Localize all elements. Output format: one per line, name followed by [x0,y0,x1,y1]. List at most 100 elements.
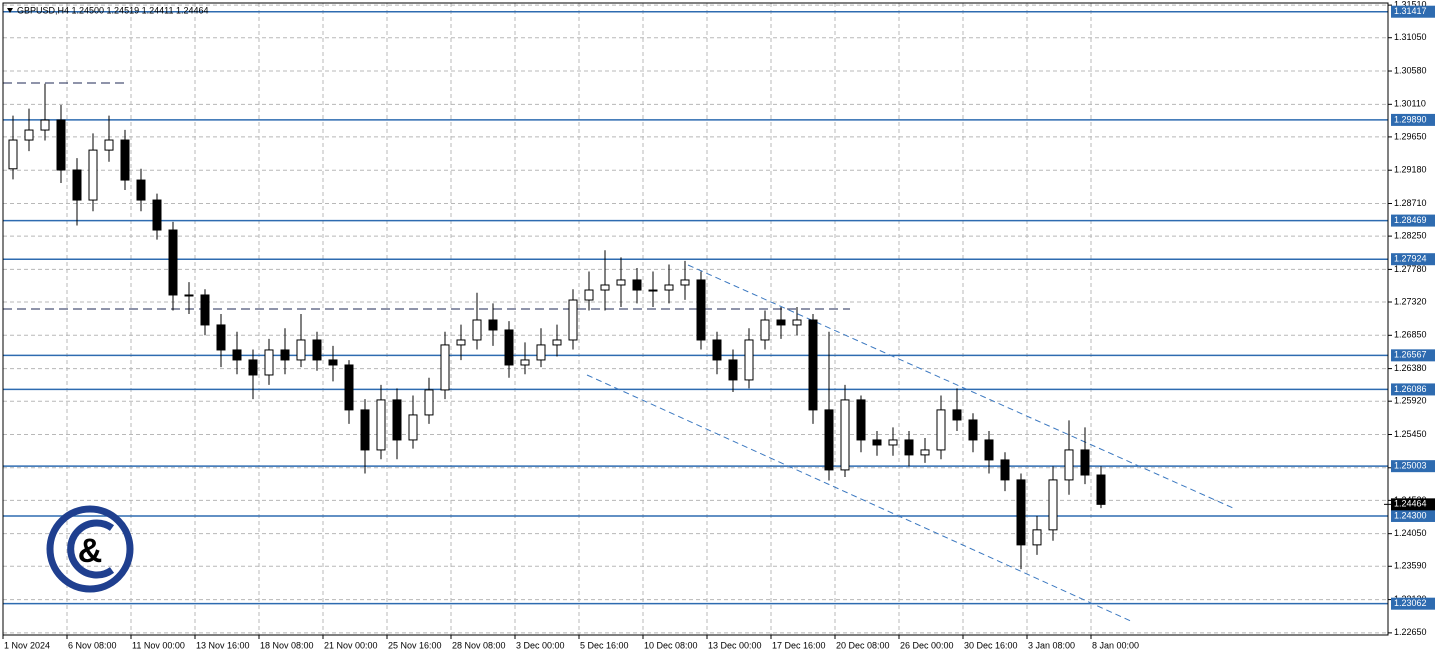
chart-title: GBPUSD,H4 1.24500 1.24519 1.24411 1.2446… [17,5,208,15]
level-label: 1.27924 [1394,254,1427,264]
candle-body [264,349,274,376]
levels [3,10,1388,605]
level-tag [1391,253,1435,266]
y-tick-label: 1.26380 [1394,363,1427,373]
level-label: 1.26567 [1394,350,1427,360]
logo: & [46,505,134,593]
level-tag [1391,113,1435,126]
candle-body [648,289,658,292]
candle-body [344,364,354,411]
y-tick-label: 1.27320 [1394,296,1427,306]
level-label: 1.24300 [1394,510,1427,520]
x-tick-label: 13 Nov 16:00 [196,640,250,650]
level-label: 1.23062 [1394,598,1427,608]
candle-body [872,439,882,446]
x-tick-label: 25 Nov 16:00 [388,640,442,650]
current-price-label: 1.24464 [1394,499,1427,509]
y-tick-label: 1.25450 [1394,429,1427,439]
logo-c [67,519,115,579]
y-tick-label: 1.28250 [1394,230,1427,240]
candle-body [856,399,866,441]
logo-ring [46,505,134,593]
x-tick-label: 17 Dec 16:00 [772,640,826,650]
candle-body [1096,474,1106,505]
level-label: 1.25003 [1394,461,1427,471]
grid [3,3,1388,635]
candle-body [696,279,706,341]
y-tick-label: 1.26850 [1394,330,1427,340]
candle-body [744,339,754,381]
candle-body [184,294,194,297]
candle-body [824,409,834,471]
candle-body [88,149,98,201]
candle-body [472,319,482,341]
candle-body [488,319,498,331]
x-tick-label: 13 Dec 00:00 [708,640,762,650]
candle-body [1048,479,1058,531]
logo-amp: & [78,532,103,570]
candle-body [568,299,578,341]
candle-body [456,339,466,346]
x-tick-label: 6 Nov 08:00 [68,640,117,650]
candle-body [584,289,594,301]
candle-body [440,344,450,391]
candle-body [504,329,514,366]
plot-frame [2,2,1389,636]
candle-body [136,179,146,201]
candles [8,83,1106,570]
y-tick-label: 1.29650 [1394,131,1427,141]
candle-body [840,399,850,471]
y-tick-label: 1.31510 [1394,0,1427,10]
level-tag [1391,383,1435,396]
candle-body [936,409,946,451]
candle-body [328,359,338,366]
x-tick-label: 8 Jan 00:00 [1092,640,1139,650]
candle-body [888,439,898,446]
candle-body [904,439,914,456]
x-tick-label: 20 Dec 08:00 [836,640,890,650]
x-tick-label: 18 Nov 08:00 [260,640,314,650]
candle-body [664,284,674,291]
y-tick-label: 1.27780 [1394,264,1427,274]
y-tick-label: 1.30110 [1394,99,1426,109]
x-tick-label: 21 Nov 00:00 [324,640,378,650]
y-tick-label: 1.24050 [1394,528,1427,538]
level-label: 1.28469 [1394,215,1427,225]
candle-body [200,294,210,326]
candle-body [776,319,786,326]
x-tick-label: 10 Dec 08:00 [644,640,698,650]
x-tick-label: 26 Dec 00:00 [900,640,954,650]
candle-body [216,324,226,351]
level-label: 1.29890 [1394,114,1427,124]
current-price-tag [1391,498,1435,511]
y-tick-label: 1.30580 [1394,65,1427,75]
candle-body [392,399,402,441]
candle-body [680,279,690,286]
level-label: 1.26086 [1394,384,1427,394]
candle-body [792,319,802,326]
candle-body [808,319,818,411]
candle-body [760,319,770,341]
candle-body [1064,449,1074,481]
candle-body [104,139,114,151]
candle-body [920,449,930,456]
x-tick-label: 3 Jan 08:00 [1028,640,1075,650]
candle-body [952,409,962,421]
candle-body [520,359,530,366]
level-tag [1391,349,1435,362]
candle-body [728,359,738,381]
candle-body [72,169,82,201]
candle-body [968,419,978,441]
x-tick-label: 3 Dec 00:00 [516,640,565,650]
candle-body [600,284,610,291]
level-label: 1.31417 [1394,6,1427,16]
candle-body [408,414,418,441]
candle-body [1000,459,1010,481]
candle-body [24,129,34,141]
candle-body [984,439,994,461]
y-tick-label: 1.25920 [1394,396,1427,406]
candle-body [360,409,370,451]
